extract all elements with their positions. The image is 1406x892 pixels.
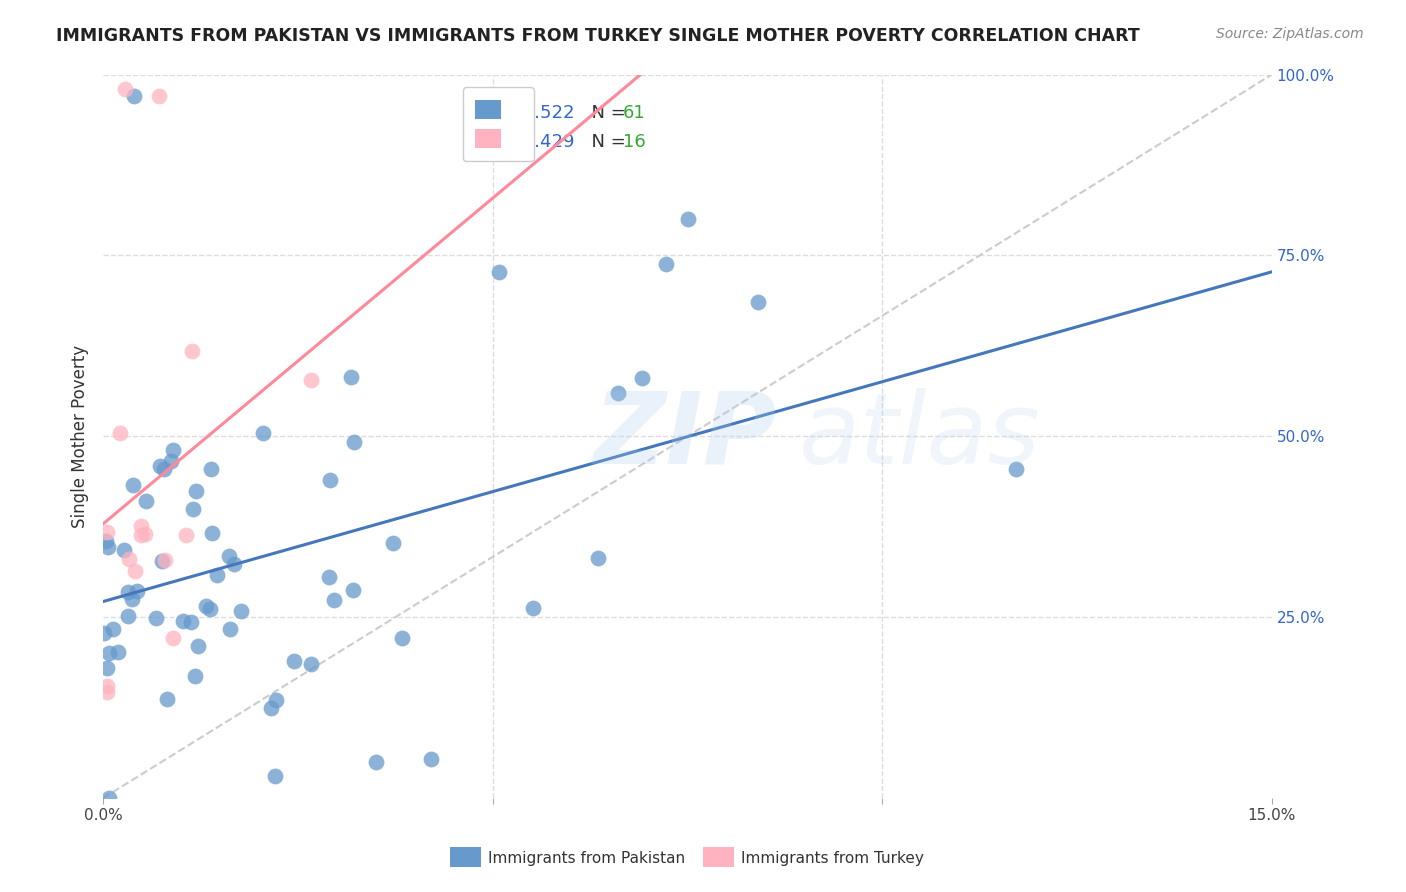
Point <box>149 458 172 473</box>
Point <box>342 582 364 597</box>
Point <box>124 89 146 103</box>
Point <box>747 295 769 310</box>
Point <box>114 82 136 96</box>
Point <box>181 344 204 359</box>
Text: IMMIGRANTS FROM PAKISTAN VS IMMIGRANTS FROM TURKEY SINGLE MOTHER POVERTY CORRELA: IMMIGRANTS FROM PAKISTAN VS IMMIGRANTS F… <box>56 27 1140 45</box>
Point <box>260 701 283 715</box>
Text: atlas: atlas <box>799 388 1040 484</box>
Point <box>150 554 173 568</box>
Point <box>97 791 120 805</box>
Point <box>283 654 305 668</box>
Point <box>156 691 179 706</box>
Point <box>124 564 146 578</box>
Point <box>101 622 124 636</box>
Point <box>98 646 121 660</box>
Point <box>198 601 221 615</box>
Text: Source: ZipAtlas.com: Source: ZipAtlas.com <box>1216 27 1364 41</box>
Point <box>1005 462 1028 476</box>
Point <box>118 552 141 566</box>
Text: 0.522: 0.522 <box>524 104 575 122</box>
Point <box>129 518 152 533</box>
Y-axis label: Single Mother Poverty: Single Mother Poverty <box>72 344 89 528</box>
Point <box>153 462 176 476</box>
Point <box>391 631 413 645</box>
Point <box>364 755 387 769</box>
Point <box>522 601 544 615</box>
Point <box>97 540 120 554</box>
Text: Immigrants from Turkey: Immigrants from Turkey <box>741 851 924 865</box>
Point <box>162 631 184 645</box>
Point <box>117 584 139 599</box>
Point <box>96 684 118 698</box>
Point <box>606 385 628 400</box>
Point <box>135 494 157 508</box>
Point <box>631 371 654 385</box>
Point <box>181 502 204 516</box>
Text: 61: 61 <box>623 104 645 122</box>
Point <box>174 528 197 542</box>
Point <box>162 443 184 458</box>
Point <box>201 525 224 540</box>
Point <box>299 657 322 672</box>
Point <box>252 426 274 441</box>
Point <box>219 622 242 636</box>
Text: 16: 16 <box>623 133 645 151</box>
Point <box>340 370 363 384</box>
Point <box>96 524 118 539</box>
Point <box>263 769 285 783</box>
Text: N =: N = <box>581 104 631 122</box>
Point <box>112 543 135 558</box>
Point <box>205 568 228 582</box>
Point <box>93 625 115 640</box>
Point <box>184 669 207 683</box>
Point <box>125 583 148 598</box>
Point <box>229 604 252 618</box>
Point <box>420 752 443 766</box>
Point <box>343 435 366 450</box>
Point <box>222 557 245 571</box>
Text: 0.429: 0.429 <box>524 133 575 151</box>
Point <box>129 528 152 542</box>
Point <box>488 265 510 279</box>
Point <box>318 473 340 487</box>
Text: ZIP: ZIP <box>593 388 778 484</box>
Point <box>96 679 118 693</box>
Text: N =: N = <box>581 133 631 151</box>
Point <box>218 549 240 563</box>
Point <box>108 425 131 440</box>
Point <box>145 611 167 625</box>
Point <box>96 661 118 675</box>
Point <box>180 615 202 629</box>
Point <box>134 527 156 541</box>
Point <box>676 212 699 227</box>
Point <box>655 257 678 271</box>
Point <box>200 461 222 475</box>
Point <box>323 593 346 607</box>
Point <box>186 483 208 498</box>
Point <box>122 477 145 491</box>
Point <box>148 89 170 103</box>
Point <box>187 640 209 654</box>
Point <box>318 569 340 583</box>
Point <box>586 550 609 565</box>
Text: Immigrants from Pakistan: Immigrants from Pakistan <box>488 851 685 865</box>
Point <box>160 454 183 468</box>
Point <box>153 553 176 567</box>
Point <box>382 536 405 550</box>
Point <box>172 614 194 628</box>
Point <box>266 693 288 707</box>
Point <box>117 609 139 624</box>
Point <box>299 373 322 387</box>
Point <box>195 599 218 613</box>
Point <box>107 645 129 659</box>
Point <box>121 591 143 606</box>
Point <box>94 533 117 548</box>
Text: R =: R = <box>486 133 526 151</box>
Text: R =: R = <box>486 104 526 122</box>
Legend:  ,  : , <box>463 87 533 161</box>
